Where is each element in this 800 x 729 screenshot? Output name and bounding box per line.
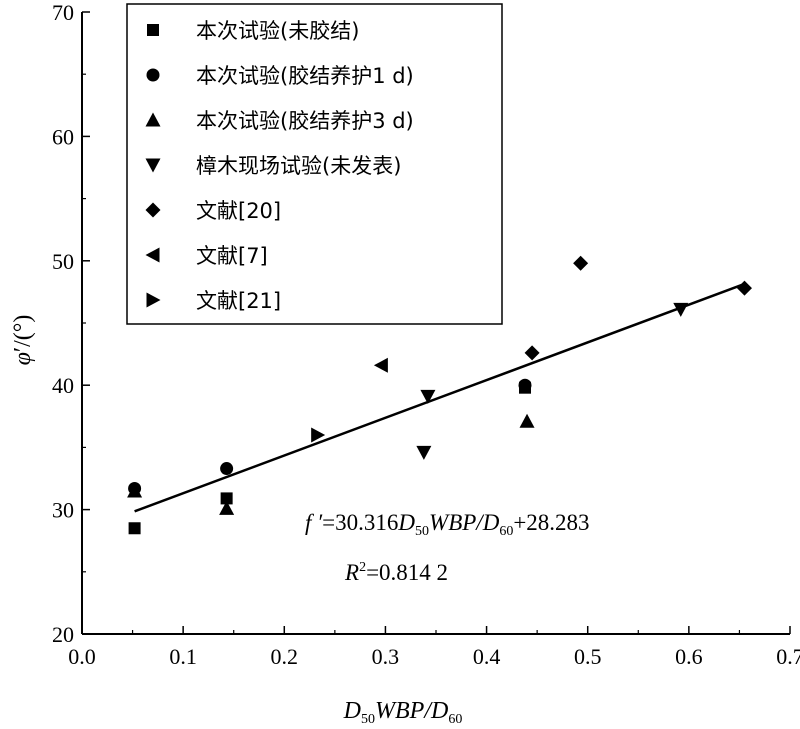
y-tick-label: 70 xyxy=(52,0,74,25)
point-series-4 xyxy=(416,445,432,460)
point-series-3 xyxy=(519,413,535,428)
legend-label-3: 本次试验(胶结养护3 d) xyxy=(196,109,414,133)
r2-sup: 2 xyxy=(359,560,366,575)
y-tick-label: 60 xyxy=(52,124,74,149)
data-points xyxy=(127,255,752,535)
eq-lhs: f ′ xyxy=(305,510,323,535)
y-axis-title: φ′/(°) xyxy=(10,315,36,366)
y-tick-label: 50 xyxy=(52,249,74,274)
legend-marker-7 xyxy=(146,292,161,308)
x-tick-label: 0.3 xyxy=(372,644,400,669)
legend-marker-2 xyxy=(146,68,160,82)
eq-wbp: WBP/ xyxy=(429,510,485,535)
xlabel-d: D xyxy=(343,698,361,724)
point-series-6 xyxy=(373,357,388,373)
eq-sub60: 60 xyxy=(499,524,513,539)
eq-intercept: +28.283 xyxy=(513,510,589,535)
xlabel-sub50: 50 xyxy=(361,712,375,727)
legend-label-5: 文献[20] xyxy=(196,199,281,223)
r-squared: R2=0.814 2 xyxy=(344,560,448,585)
point-series-1 xyxy=(128,522,141,535)
legend-marker-1 xyxy=(147,24,159,36)
x-tick-label: 0.7 xyxy=(776,644,800,669)
eq-d60: D xyxy=(482,510,500,535)
ylabel-phi: φ xyxy=(10,352,36,365)
x-tick-label: 0.4 xyxy=(473,644,501,669)
legend-marker-6 xyxy=(145,247,160,263)
point-series-2 xyxy=(220,462,234,476)
y-tick-label: 40 xyxy=(52,373,74,398)
x-tick-label: 0.2 xyxy=(271,644,299,669)
legend-label-4: 樟木现场试验(未发表) xyxy=(196,154,401,178)
xlabel-wbp: WBP/D xyxy=(375,698,448,724)
x-axis-title: D50WBP/D60 xyxy=(343,698,463,727)
y-tick-label: 30 xyxy=(52,498,74,523)
legend-marker-4 xyxy=(145,158,161,173)
ylabel-unit: ′/(°) xyxy=(10,315,36,353)
x-tick-label: 0.0 xyxy=(68,644,96,669)
eq-slope: =30.316 xyxy=(322,510,398,535)
x-tick-label: 0.1 xyxy=(169,644,197,669)
legend-label-7: 文献[21] xyxy=(196,289,281,313)
point-series-5 xyxy=(573,255,589,271)
legend-label-2: 本次试验(胶结养护1 d) xyxy=(196,64,414,88)
point-series-4 xyxy=(673,302,689,317)
eq-d50: D xyxy=(397,510,415,535)
legend-label-1: 本次试验(未胶结) xyxy=(196,19,359,43)
point-series-5 xyxy=(524,345,540,361)
point-series-7 xyxy=(311,427,326,443)
y-tick-label: 20 xyxy=(52,622,74,647)
legend-label-6: 文献[7] xyxy=(196,244,268,268)
point-series-3 xyxy=(127,483,143,498)
point-series-1 xyxy=(220,492,233,505)
xlabel-sub60: 60 xyxy=(448,712,462,727)
fit-line-group xyxy=(134,282,745,513)
legend-marker-3 xyxy=(145,112,161,127)
r2-r: R xyxy=(344,560,359,585)
x-tick-label: 0.5 xyxy=(574,644,602,669)
legend: 本次试验(未胶结) 本次试验(胶结养护1 d) 本次试验(胶结养护3 d) 樟木现场试… xyxy=(126,3,503,325)
point-series-5 xyxy=(736,280,752,296)
legend-marker-5 xyxy=(145,202,161,218)
point-series-3 xyxy=(219,500,235,515)
eq-sub50: 50 xyxy=(415,524,429,539)
r2-value: =0.814 2 xyxy=(366,560,448,585)
fit-line xyxy=(134,282,745,513)
point-series-2 xyxy=(518,378,532,392)
ticks: 0.0 0.1 0.2 0.3 0.4 0.5 0.6 0.7 20 30 40 50 60 70 xyxy=(52,0,800,669)
legend-box xyxy=(126,3,503,325)
fit-equation: f ′=30.316D50WBP/D60+28.283 xyxy=(305,510,590,539)
point-series-4 xyxy=(420,389,436,404)
x-tick-label: 0.6 xyxy=(675,644,703,669)
